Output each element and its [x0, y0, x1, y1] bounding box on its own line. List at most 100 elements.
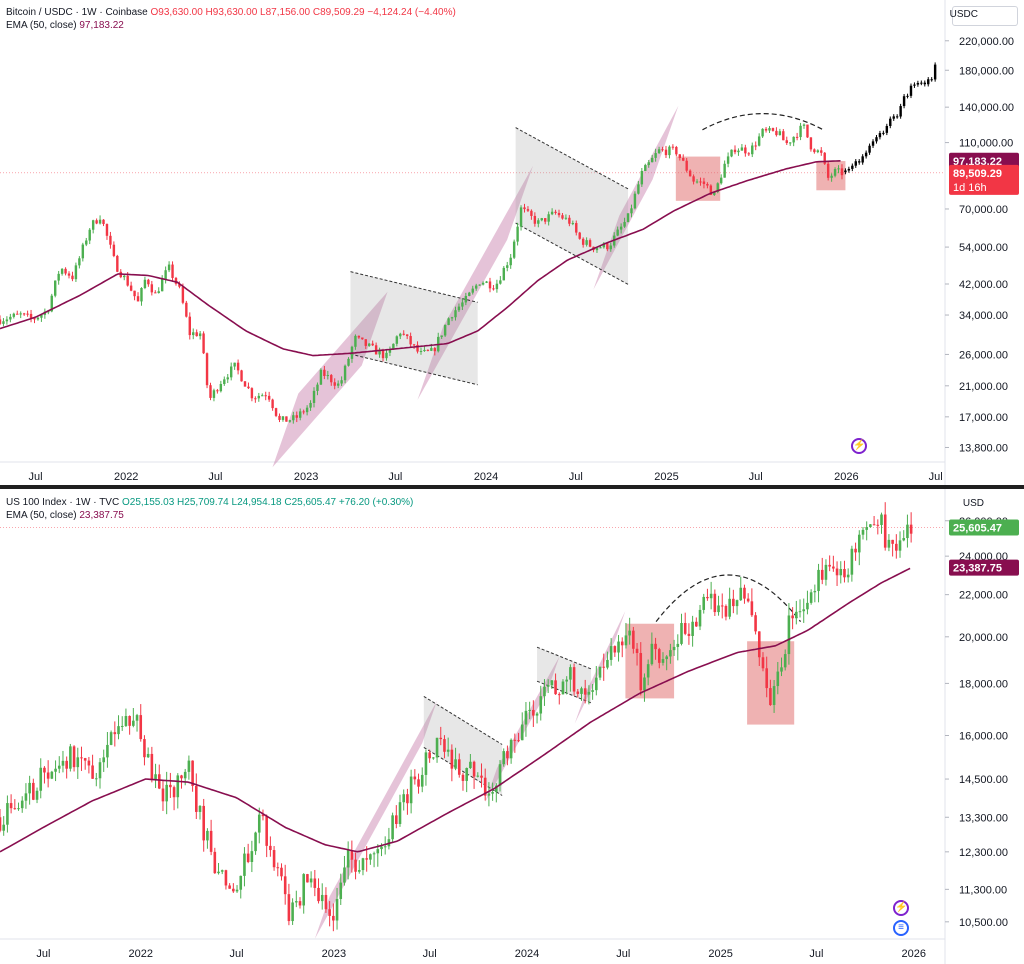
candle-body: [328, 909, 331, 916]
candle: [319, 368, 323, 385]
projection-body: [909, 85, 913, 96]
candle: [80, 746, 83, 771]
candle-body: [661, 149, 664, 151]
y-tick-label: 12,300.00: [959, 847, 1008, 859]
x-tick-label: 2022: [129, 948, 153, 960]
candle: [361, 337, 364, 340]
bitcoin-chart-panel[interactable]: 220,000.00 180,000.00 140,000.00 110,000.00…: [0, 0, 1024, 485]
candle-body: [880, 514, 883, 526]
candle-body: [309, 402, 312, 408]
candle: [854, 542, 857, 561]
candle-body: [664, 149, 668, 156]
candle: [361, 857, 365, 876]
candle-body: [430, 348, 433, 351]
nasdaq-ema-label: EMA (50, close): [6, 510, 77, 521]
candle: [409, 332, 412, 348]
candle-body: [751, 145, 754, 155]
candle-body: [813, 149, 816, 153]
nasdaq-ema-value: 23,387.75: [79, 510, 124, 521]
candle-body: [123, 275, 126, 278]
candle-body: [869, 524, 872, 528]
candle-body: [71, 275, 74, 280]
candle-body: [276, 867, 280, 869]
candle-body: [302, 411, 305, 413]
bitcoin-currency-box[interactable]: [952, 6, 1018, 26]
candle-body: [57, 765, 61, 769]
candle: [195, 773, 198, 820]
candle-body: [843, 568, 846, 578]
candle-body: [47, 311, 50, 313]
candle-body: [316, 384, 319, 391]
bitcoin-chart-canvas[interactable]: 220,000.00 180,000.00 140,000.00 110,000.00…: [0, 0, 1024, 485]
candle-body: [447, 318, 450, 325]
candle: [620, 637, 624, 658]
candle-body: [428, 752, 431, 759]
candle: [419, 347, 423, 355]
candle-body: [250, 388, 254, 399]
candle-body: [167, 264, 171, 271]
candle: [26, 310, 29, 317]
candle-body: [791, 615, 794, 619]
candle: [295, 411, 298, 423]
candle: [95, 772, 98, 787]
x-tick-label: 2024: [474, 471, 498, 483]
bitcoin-ema-label: EMA (50, close): [6, 20, 77, 31]
projection-candle: [854, 159, 857, 168]
candle-body: [806, 124, 809, 138]
flag-icon[interactable]: ≡: [893, 920, 909, 936]
nasdaq-chart-canvas[interactable]: 26,000.0024,000.0022,000.0020,000.0018,0…: [0, 489, 1024, 964]
candle-body: [440, 335, 443, 337]
candle: [235, 885, 239, 893]
candle: [454, 306, 457, 321]
candle: [281, 416, 285, 422]
projection-body: [858, 161, 861, 163]
candle-body: [637, 184, 640, 194]
candle: [450, 744, 454, 782]
candle-body: [498, 764, 502, 786]
candle-body: [346, 850, 350, 868]
candle-body: [654, 643, 657, 650]
projection-candle: [847, 166, 851, 173]
y-tick-label: 22,000.00: [959, 590, 1008, 602]
y-tick-label: 180,000.00: [959, 65, 1014, 77]
candle: [135, 713, 139, 732]
candle-body: [339, 882, 343, 899]
candle-body: [709, 593, 713, 599]
nasdaq-low: L24,954.18: [231, 497, 282, 508]
projection-body: [868, 145, 871, 153]
candle-body: [87, 760, 91, 766]
projection-body: [927, 79, 930, 85]
candle: [557, 209, 561, 218]
candle: [578, 231, 581, 240]
candle: [19, 311, 22, 319]
candle-body: [91, 220, 95, 230]
candle-body: [472, 761, 476, 777]
y-tick-label: 140,000.00: [959, 102, 1014, 114]
candle-body: [383, 846, 387, 848]
candle-body: [595, 677, 598, 691]
price-tag-value: 97,183.22: [953, 156, 1002, 168]
candle: [133, 290, 136, 301]
candle-body: [419, 351, 423, 353]
candle: [471, 285, 474, 295]
candle: [572, 663, 576, 696]
candle-body: [117, 726, 120, 735]
candle-body: [795, 136, 799, 138]
candle-body: [106, 744, 109, 758]
candle: [744, 144, 747, 157]
candle: [271, 398, 274, 411]
panel-divider[interactable]: [0, 485, 1024, 489]
candle-body: [675, 147, 678, 155]
lightning-icon[interactable]: ⚡: [851, 438, 867, 454]
candle-body: [413, 776, 417, 780]
candle-body: [457, 759, 461, 775]
candle: [543, 679, 546, 706]
candle-body: [732, 598, 735, 607]
candle-body: [183, 771, 187, 779]
flag-pattern: [537, 647, 592, 703]
candle: [809, 589, 813, 605]
lightning-icon[interactable]: ⚡: [893, 900, 909, 916]
candle-body: [57, 273, 60, 281]
nasdaq-chart-panel[interactable]: 26,000.0024,000.0022,000.0020,000.0018,0…: [0, 489, 1024, 964]
candle: [816, 149, 820, 154]
